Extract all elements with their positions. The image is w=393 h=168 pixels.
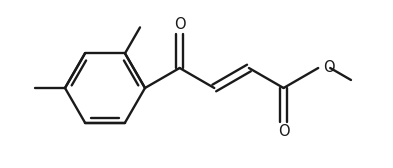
Text: O: O	[174, 17, 185, 32]
Text: O: O	[323, 60, 335, 75]
Text: O: O	[278, 124, 289, 139]
